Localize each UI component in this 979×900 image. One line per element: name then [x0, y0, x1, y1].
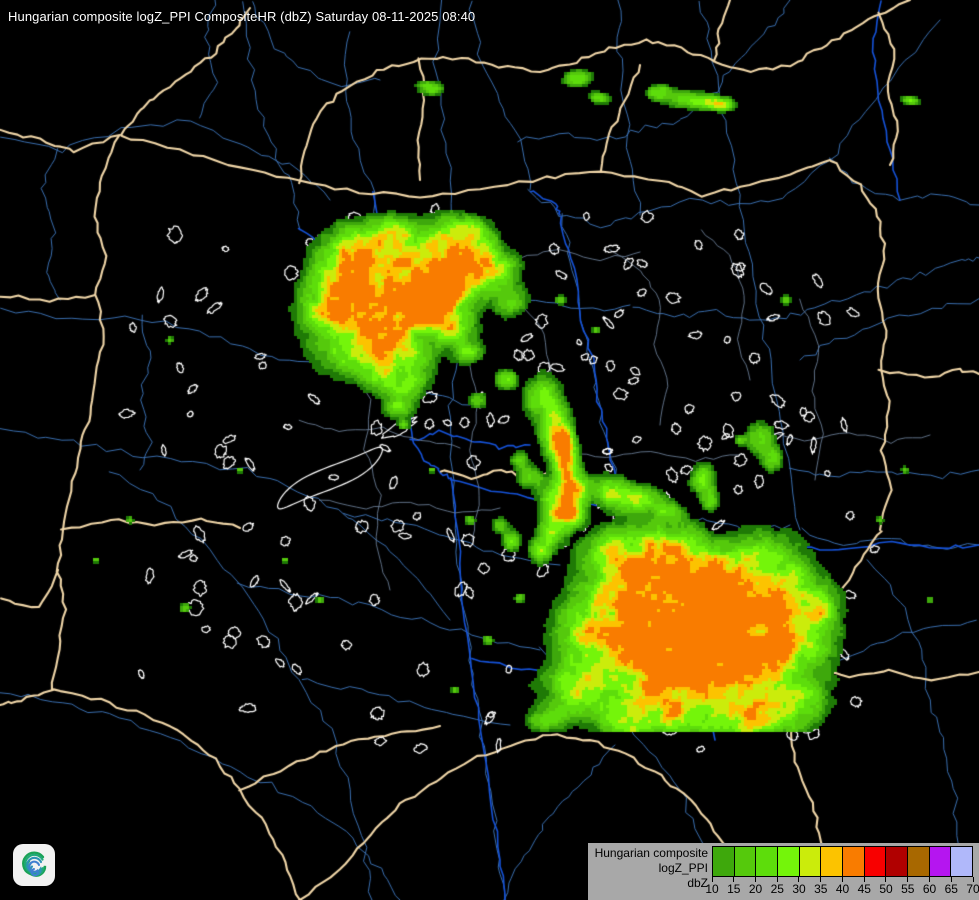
- legend-tick-label-65: 65: [944, 882, 958, 896]
- legend-tickmark-10: [711, 877, 713, 882]
- legend-tickmark-45: [863, 877, 865, 882]
- legend-tickmark-55: [907, 877, 909, 882]
- legend-swatch-20-25: [756, 847, 779, 876]
- legend-tick-label-15: 15: [727, 882, 741, 896]
- legend-caption: Hungarian composite logZ_PPI dbZ: [588, 843, 712, 900]
- legend-tick-label-70: 70: [966, 882, 979, 896]
- legend-tickmark-25: [776, 877, 778, 882]
- legend-tick-label-35: 35: [814, 882, 828, 896]
- legend-swatch-15-20: [734, 847, 757, 876]
- legend-caption-line-2: logZ_PPI: [658, 861, 708, 875]
- legend-tickmark-20: [754, 877, 756, 882]
- legend-tickmarks: [711, 877, 974, 882]
- legend-tick-label-55: 55: [901, 882, 915, 896]
- legend-swatch-55-60: [908, 847, 930, 876]
- legend-tick-label-40: 40: [835, 882, 850, 896]
- legend-tick-label-45: 45: [857, 882, 871, 896]
- legend-tickmark-65: [950, 877, 952, 882]
- legend-swatch-40-45: [843, 847, 865, 876]
- legend-panel: Hungarian composite logZ_PPI dbZ 10 15 20 2…: [588, 843, 979, 900]
- legend-tickmark-60: [929, 877, 930, 882]
- legend-tickmark-50: [885, 877, 887, 882]
- legend-swatch-65-70: [951, 847, 973, 876]
- page-title: Hungarian composite logZ_PPI CompositeHR…: [8, 9, 476, 24]
- legend-tickmark-30: [798, 877, 800, 882]
- legend-swatch-45-50: [864, 847, 887, 876]
- legend-tickmark-40: [842, 877, 843, 882]
- legend-caption-line-1: Hungarian composite: [594, 846, 708, 860]
- legend-tick-labels: 10 15 20 25 30 35 40 45 50 55 60 65 70: [705, 882, 979, 898]
- spiral-swirl-logo: [12, 843, 56, 887]
- legend-tick-label-30: 30: [792, 882, 806, 896]
- legend-caption-line-3: dbZ: [687, 876, 708, 890]
- legend-tick-label-60: 60: [922, 882, 937, 896]
- legend-colorbar-scale: 10 15 20 25 30 35 40 45 50 55 60 65 70: [705, 843, 979, 900]
- legend-tick-label-20: 20: [748, 882, 763, 896]
- legend-tick-label-25: 25: [770, 882, 784, 896]
- legend-swatch-25-30: [778, 847, 800, 876]
- legend-swatch-50-55: [886, 847, 909, 876]
- legend-swatch-30-35: [799, 847, 822, 876]
- legend-colorbar: [712, 846, 973, 877]
- legend-swatch-10-15: [713, 847, 735, 876]
- legend-swatch-60-65: [929, 847, 952, 876]
- legend-tick-label-50: 50: [879, 882, 893, 896]
- legend-tickmark-35: [820, 877, 822, 882]
- legend-tickmark-15: [733, 877, 735, 882]
- legend-swatch-35-40: [821, 847, 844, 876]
- legend-tickmark-70: [972, 877, 974, 882]
- legend-tick-label-10: 10: [705, 882, 719, 896]
